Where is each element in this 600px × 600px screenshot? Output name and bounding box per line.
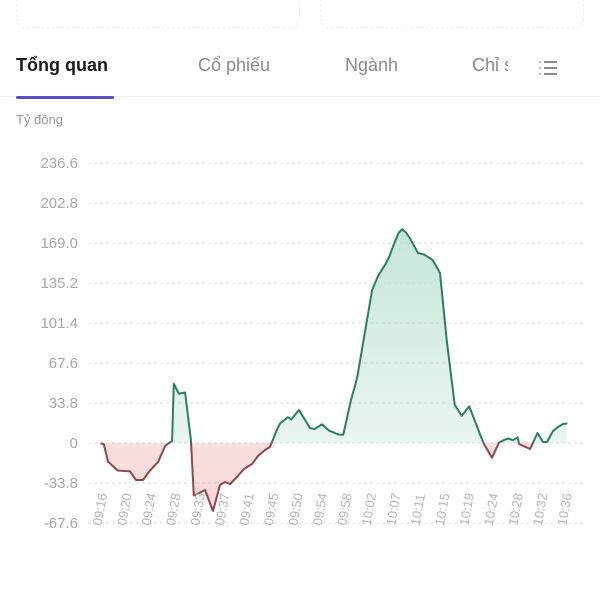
svg-text:09:45: 09:45 — [261, 492, 281, 527]
svg-text:10:24: 10:24 — [481, 492, 501, 527]
svg-text:09:24: 09:24 — [139, 492, 159, 527]
svg-text:202.8: 202.8 — [40, 195, 78, 212]
svg-text:33.8: 33.8 — [49, 395, 78, 412]
svg-text:09:33: 09:33 — [187, 492, 207, 527]
svg-text:09:28: 09:28 — [163, 492, 183, 527]
svg-text:10:19: 10:19 — [457, 492, 477, 527]
svg-text:09:41: 09:41 — [236, 492, 256, 527]
svg-text:09:54: 09:54 — [310, 492, 330, 527]
svg-text:09:16: 09:16 — [90, 492, 110, 527]
svg-text:09:50: 09:50 — [285, 492, 305, 527]
svg-text:-33.8: -33.8 — [44, 475, 78, 492]
svg-text:135.2: 135.2 — [40, 275, 78, 292]
svg-text:169.0: 169.0 — [40, 235, 78, 252]
svg-text:10:15: 10:15 — [432, 492, 452, 527]
svg-text:10:02: 10:02 — [359, 492, 379, 527]
svg-text:10:32: 10:32 — [530, 492, 550, 527]
svg-text:10:07: 10:07 — [383, 492, 403, 527]
svg-text:0: 0 — [70, 435, 78, 452]
svg-text:236.6: 236.6 — [40, 155, 78, 172]
svg-text:10:36: 10:36 — [554, 492, 574, 527]
svg-text:-67.6: -67.6 — [44, 515, 78, 532]
svg-text:10:11: 10:11 — [408, 493, 428, 527]
svg-text:09:20: 09:20 — [114, 492, 134, 527]
svg-text:67.6: 67.6 — [49, 355, 78, 372]
svg-text:10:28: 10:28 — [505, 492, 525, 527]
svg-text:101.4: 101.4 — [40, 315, 78, 332]
svg-text:09:58: 09:58 — [334, 492, 354, 527]
